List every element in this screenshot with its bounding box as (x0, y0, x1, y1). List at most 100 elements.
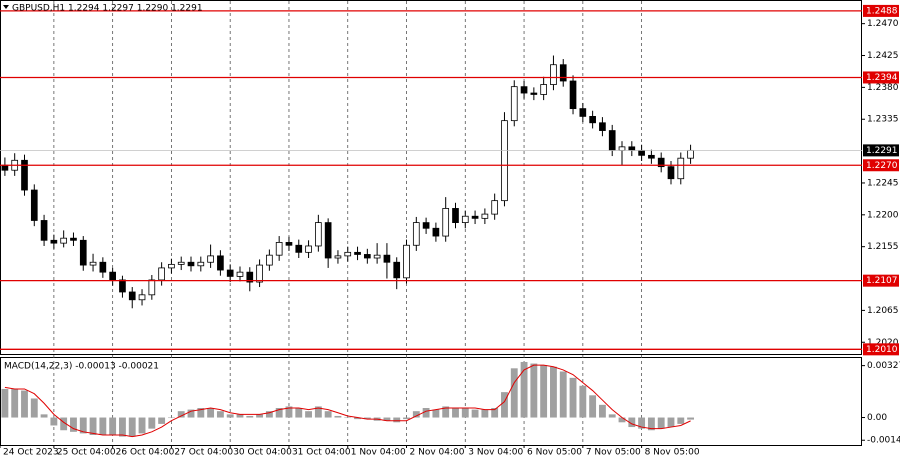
candle-body (422, 222, 430, 229)
y-tick-label: 1.2380 (867, 83, 899, 93)
macd-bar (167, 417, 175, 419)
signal-line (4, 364, 691, 438)
macd-bar (305, 411, 312, 418)
x-tick-label: 27 Oct 04:00 (174, 448, 233, 458)
candle-body (481, 213, 489, 219)
candle-body (461, 215, 469, 224)
candle-body (30, 189, 38, 221)
y-tick-label: 1.2470 (867, 19, 899, 29)
candle-body (148, 279, 156, 296)
macd-bar (442, 406, 450, 418)
candle-body (599, 122, 606, 131)
macd-bar (50, 417, 58, 426)
candle-body (354, 251, 361, 255)
candle-body (363, 254, 371, 259)
y-tick-label: 0.00 (867, 413, 887, 423)
candle-body (217, 255, 224, 271)
macd-bar (158, 417, 166, 424)
macd-bar (207, 408, 215, 418)
candle-body (608, 130, 616, 151)
candle-body (491, 200, 499, 215)
candle-body (687, 149, 694, 159)
x-tick-label: 25 Oct 04:00 (57, 448, 116, 458)
y-tick-label: 1.2425 (867, 51, 899, 61)
macd-bar (11, 388, 19, 418)
macd-bar (471, 409, 479, 418)
macd-bar (461, 408, 469, 418)
macd-bar (638, 417, 646, 429)
candle-body (648, 154, 655, 159)
macd-bar (148, 417, 156, 429)
macd-pane-border (0, 357, 862, 446)
candle-body (510, 86, 518, 122)
macd-bar (647, 417, 655, 431)
candle-body (158, 267, 165, 281)
current-price-box (863, 144, 899, 157)
macd-bar (520, 361, 528, 418)
macd-bar (608, 414, 616, 418)
candle-body (540, 84, 547, 95)
candle-body (530, 92, 538, 95)
candle-body (197, 261, 205, 267)
candle-body (324, 222, 332, 259)
candle-body (275, 242, 283, 256)
level-label-box (863, 4, 899, 17)
candle-body (432, 227, 440, 237)
macd-bar (579, 385, 587, 418)
candle-body (60, 237, 68, 244)
macd-bar (383, 417, 391, 421)
macd-bar (128, 417, 136, 437)
macd-bar (21, 390, 28, 418)
macd-bar (510, 368, 518, 418)
candle-body (373, 254, 381, 259)
price-pane-border (0, 0, 862, 355)
macd-bar (187, 409, 195, 418)
candle-body (677, 157, 685, 180)
candle-body (177, 261, 185, 265)
candle-body (589, 116, 596, 124)
macd-bar (491, 408, 499, 418)
y-tick-label: 1.2065 (867, 306, 899, 316)
macd-bar (569, 377, 577, 418)
macd-bar (285, 406, 293, 418)
candle-body (40, 220, 48, 241)
macd-bar (628, 417, 636, 428)
candle-body (442, 208, 450, 237)
candle-body (628, 146, 636, 151)
macd-bar (598, 404, 606, 418)
macd-bar (687, 417, 695, 420)
macd-bar (89, 417, 97, 435)
macd-bar (40, 414, 48, 418)
candle-body (79, 239, 87, 266)
chart-title: GBPUSD,H1 1.2294 1.2297 1.2290 1.2291 (12, 4, 203, 14)
candle-body (344, 251, 352, 257)
candle-body (168, 263, 175, 269)
macd-bar (295, 408, 303, 418)
candle-body (638, 149, 645, 156)
title-arrow (3, 5, 9, 9)
macd-bar (667, 417, 675, 428)
macd-bar (236, 414, 244, 418)
candle-body (657, 157, 665, 168)
macd-bar (275, 408, 283, 418)
macd-bar (70, 417, 77, 432)
macd-bar (79, 417, 87, 434)
candle-body (187, 261, 195, 267)
candle-body (119, 279, 126, 293)
x-tick-label: 24 Oct 2023 (3, 448, 59, 458)
candle-body (1, 164, 9, 171)
candle-body (315, 222, 322, 247)
x-tick-label: 3 Nov 04:00 (468, 448, 523, 458)
x-tick-label: 6 Nov 05:00 (527, 448, 582, 458)
macd-bar (550, 366, 557, 418)
candle-body (226, 269, 234, 277)
candle-body (334, 255, 342, 259)
y-tick-label: 1.2155 (867, 242, 899, 252)
macd-bar (403, 417, 410, 420)
macd-bar (246, 415, 254, 418)
x-tick-label: 26 Oct 04:00 (116, 448, 175, 458)
x-tick-label: 8 Nov 05:00 (645, 448, 700, 458)
candle-body (295, 244, 303, 253)
